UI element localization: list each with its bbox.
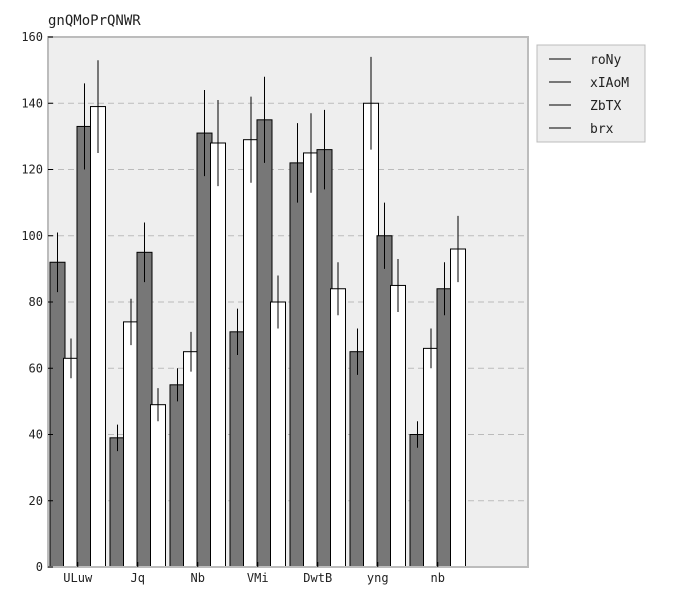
- bar: [150, 404, 166, 568]
- legend-label: xIAoM: [590, 76, 629, 91]
- bar: [270, 301, 286, 568]
- bars: [49, 102, 466, 568]
- x-tick-label: Nb: [191, 571, 205, 585]
- legend-box: [536, 44, 646, 143]
- bar: [196, 132, 213, 568]
- x-tick-label: DwtB: [303, 571, 332, 585]
- bar: [436, 288, 453, 568]
- bar: [243, 139, 259, 568]
- bar: [450, 248, 466, 568]
- bar: [169, 384, 186, 568]
- y-tick-label: 160: [21, 30, 43, 44]
- bar: [303, 152, 319, 568]
- legend-label: ZbTX: [590, 99, 621, 114]
- legend-label: roNy: [590, 53, 621, 68]
- y-tick-label: 0: [36, 560, 43, 574]
- y-tick-label: 120: [21, 163, 43, 177]
- y-tick-label: 140: [21, 96, 43, 110]
- x-tick-label: yng: [367, 571, 389, 585]
- y-axis: 0 20 40 60 80 100 120 140 160: [21, 30, 53, 574]
- y-tick-label: 20: [29, 494, 43, 508]
- bar: [136, 251, 153, 568]
- x-tick-label: Jq: [131, 571, 145, 585]
- x-axis: ULuw Jq Nb VMi DwtB yng nb: [63, 562, 445, 585]
- y-tick-label: 80: [29, 295, 43, 309]
- y-tick-label: 60: [29, 361, 43, 375]
- bar: [63, 357, 79, 568]
- bar: [390, 284, 406, 568]
- bar: [316, 149, 333, 568]
- bar: [183, 351, 199, 568]
- bar: [363, 102, 379, 568]
- bar: [123, 321, 139, 568]
- y-tick-label: 40: [29, 428, 43, 442]
- legend-label: brx: [590, 122, 614, 137]
- bar: [330, 288, 346, 568]
- bar: [409, 434, 426, 568]
- chart-title: gnQMoPrQNWR: [48, 13, 141, 29]
- error-bars: [57, 56, 459, 452]
- bar: [90, 106, 106, 568]
- bar: [349, 351, 366, 568]
- bar: [423, 347, 439, 568]
- y-tick-label: 100: [21, 229, 43, 243]
- bar: [256, 119, 273, 568]
- bar: [229, 331, 246, 568]
- bar: [109, 437, 126, 568]
- bar: [289, 162, 306, 568]
- bar: [49, 261, 66, 568]
- x-tick-label: nb: [431, 571, 445, 585]
- legend: roNy xIAoM ZbTX brx: [536, 44, 646, 143]
- bar: [210, 142, 226, 568]
- x-tick-label: VMi: [247, 571, 269, 585]
- bar: [76, 125, 93, 568]
- bar: [376, 235, 393, 568]
- x-tick-label: ULuw: [63, 571, 93, 585]
